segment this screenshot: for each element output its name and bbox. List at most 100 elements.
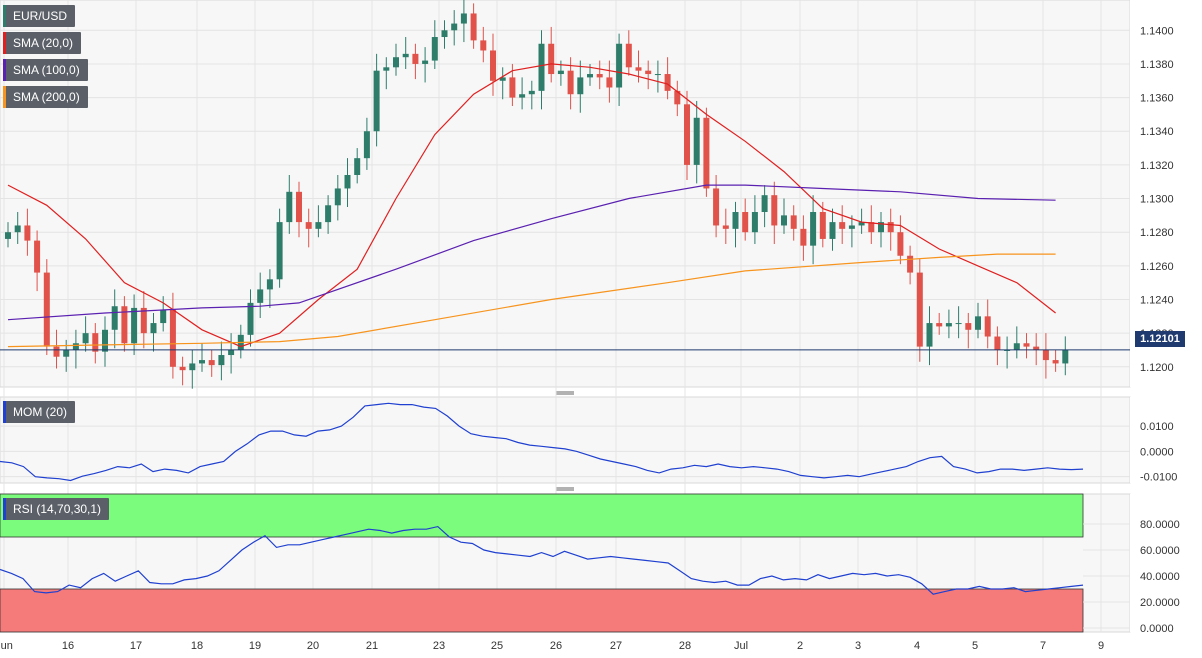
sma100-line [7, 184, 1056, 321]
candle-body [111, 306, 118, 330]
candle-body [674, 90, 681, 105]
rsi-oversold-zone [0, 588, 1084, 633]
candle-body [451, 23, 458, 31]
candle-body [470, 13, 477, 41]
candle-body [897, 232, 904, 256]
candle-body [596, 74, 603, 78]
candle-body [286, 191, 293, 223]
x-tick-label: 9 [1098, 640, 1104, 652]
price-y-tick-label: 1.1240 [1140, 295, 1174, 307]
candle-body [519, 94, 526, 98]
candle-body [868, 222, 875, 233]
candle-body [402, 53, 409, 58]
legend-mom-label: MOM (20) [13, 405, 67, 419]
candle-body [1004, 349, 1011, 351]
candle-body [208, 360, 215, 366]
candle-body [199, 360, 205, 364]
candle-body [1042, 349, 1049, 361]
legend-mom-swatch [3, 401, 6, 423]
candle-body [499, 77, 506, 81]
legend-sma100-swatch [3, 59, 6, 81]
candle-body [363, 131, 370, 159]
candle-body [839, 222, 846, 229]
candle-body [1023, 343, 1030, 347]
legend-eurusd-swatch [3, 5, 6, 27]
candle-body [1013, 343, 1020, 350]
candle-body [567, 70, 574, 95]
legend-eurusd[interactable]: EUR/USD [3, 5, 76, 27]
candle-body [858, 222, 865, 226]
x-tick-label: 26 [550, 640, 562, 652]
candle-body [247, 302, 254, 335]
candle-body [266, 279, 273, 290]
rsi-y-tick-label: 80.0000 [1140, 519, 1180, 531]
candle-body [887, 222, 894, 233]
x-tick-label: 25 [491, 640, 503, 652]
candle-body [373, 70, 380, 132]
price-y-tick-label: 1.1360 [1140, 93, 1174, 105]
candle-body [5, 232, 11, 239]
legend-rsi[interactable]: RSI (14,70,30,1) [3, 498, 110, 520]
candle-body [140, 307, 147, 334]
candle-body [771, 195, 778, 226]
candle-body [955, 323, 962, 325]
candle-body [645, 70, 652, 75]
candle-body [693, 117, 700, 165]
candle-body [878, 222, 884, 233]
axis-bg-0 [1130, 0, 1202, 387]
candle-body [305, 222, 312, 229]
price-y-tick-label: 1.1300 [1140, 194, 1174, 206]
rsi-y-tick-label: 60.0000 [1140, 545, 1180, 557]
legend-rsi-label: RSI (14,70,30,1) [13, 502, 102, 516]
price-y-tick-label: 1.1200 [1140, 362, 1174, 374]
candle-body [606, 77, 613, 88]
candle-body [577, 77, 584, 95]
x-tick-label: 23 [433, 640, 445, 652]
rsi-y-tick-label: 0.0000 [1140, 623, 1174, 635]
candle-body [160, 309, 167, 324]
x-tick-label: 19 [249, 640, 261, 652]
x-tick-label: 21 [366, 640, 378, 652]
candle-body [936, 323, 943, 327]
candle-body [490, 50, 496, 81]
x-tick-label: 27 [610, 640, 622, 652]
candle-body [1033, 346, 1040, 350]
candle-body [63, 349, 70, 357]
x-tick-label: 5 [972, 640, 978, 652]
legend-sma200-swatch [3, 86, 6, 108]
candle-body [790, 215, 797, 229]
candle-body [587, 74, 593, 78]
last-price-tag: 1.12101 [1135, 331, 1185, 347]
rsi-y-axis: 80.0000 60.0000 40.0000 20.0000 0.0000 [1083, 519, 1180, 635]
candle-body [548, 43, 555, 75]
candle-body [315, 222, 322, 229]
rsi-y-tick-label: 20.0000 [1140, 597, 1180, 609]
candle-body [1052, 360, 1059, 364]
candle-body [732, 212, 739, 229]
candle-body [422, 60, 429, 64]
candle-body [169, 309, 176, 367]
candle-body [383, 67, 390, 71]
candle-body [722, 225, 729, 229]
candle-body [412, 53, 419, 64]
legend-sma20-label: SMA (20,0) [13, 36, 74, 50]
x-tick-label: 16 [62, 640, 74, 652]
candle-body [625, 43, 632, 68]
legend-sma20[interactable]: SMA (20,0) [3, 32, 82, 54]
legend-sma200[interactable]: SMA (200,0) [3, 86, 88, 108]
candle-body [257, 289, 264, 303]
axis-bg-2 [1130, 494, 1202, 632]
x-tick-label: 2 [797, 640, 803, 652]
candle-body [742, 212, 749, 233]
rsi-overbought-zone [0, 493, 1084, 538]
legend-sma100[interactable]: SMA (100,0) [3, 59, 88, 81]
candle-body [994, 336, 1001, 350]
candles [5, 0, 1069, 389]
legend-mom[interactable]: MOM (20) [3, 401, 75, 423]
price-y-tick-label: 1.1260 [1140, 261, 1174, 273]
mom-y-tick-label: -0.0100 [1140, 472, 1177, 484]
candle-body [43, 272, 50, 347]
candle-body [228, 349, 235, 356]
candle-body [460, 13, 467, 24]
